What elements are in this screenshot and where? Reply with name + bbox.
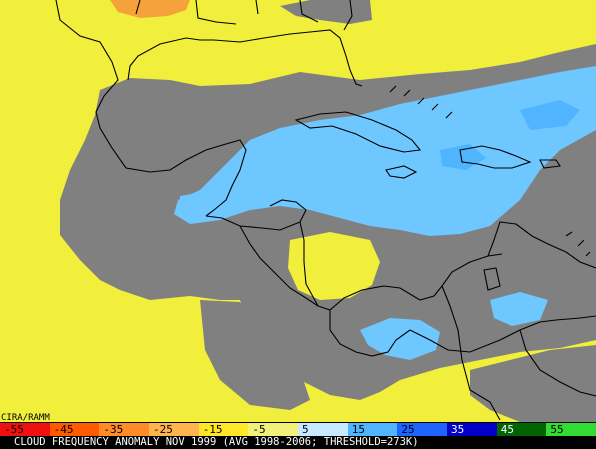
- positive-anomaly-small: [180, 192, 214, 220]
- credit-label: CIRA/RAMM: [1, 413, 50, 423]
- color-legend: -55 -45 -35 -25 -15 -5 5 15 25 35 45 55: [0, 423, 596, 436]
- legend-tick-label: 5: [302, 423, 309, 436]
- gray-area-east: [470, 345, 596, 422]
- legend-swatch: -35: [99, 423, 150, 436]
- legend-swatch: -55: [0, 423, 50, 436]
- positive-anomaly-caribbean: [174, 66, 596, 236]
- legend-swatch: -25: [149, 423, 199, 436]
- legend-tick-label: -25: [153, 423, 173, 436]
- legend-swatch: -15: [198, 423, 249, 436]
- legend-tick-label: -55: [4, 423, 24, 436]
- legend-swatch: 55: [546, 423, 596, 436]
- islands: [294, 85, 591, 291]
- legend-tick-label: -35: [103, 423, 124, 436]
- legend-swatch: 35: [447, 423, 497, 436]
- strong-positive-speckle: [520, 100, 580, 130]
- positive-anomaly-south: [360, 318, 440, 360]
- legend-tick-label: -15: [202, 423, 223, 436]
- gray-area-south: [200, 300, 310, 410]
- legend-tick-label: 15: [351, 423, 365, 436]
- strong-negative-area: [110, 0, 190, 18]
- legend-swatch: 45: [496, 423, 547, 436]
- legend-swatch: 5: [298, 423, 348, 436]
- legend-swatch: -45: [49, 423, 100, 436]
- cloud-anomaly-map: [0, 0, 596, 422]
- coastlines: [55, 0, 596, 421]
- yellow-area-nicaragua: [288, 232, 380, 300]
- legend-swatch: 25: [397, 423, 448, 436]
- legend-tick-label: 45: [500, 423, 514, 436]
- gray-area-north: [280, 0, 372, 24]
- legend-tick-label: -45: [53, 423, 74, 436]
- legend-tick-label: 55: [550, 423, 564, 436]
- legend-tick-label: 35: [451, 423, 465, 436]
- map-caption: CLOUD FREQUENCY ANOMALY NOV 1999 (AVG 19…: [0, 436, 596, 449]
- positive-anomaly-east: [490, 292, 548, 326]
- legend-tick-label: 25: [401, 423, 415, 436]
- legend-tick-label: -5: [252, 423, 266, 436]
- legend-swatch: -5: [248, 423, 299, 436]
- legend-swatch: 15: [347, 423, 398, 436]
